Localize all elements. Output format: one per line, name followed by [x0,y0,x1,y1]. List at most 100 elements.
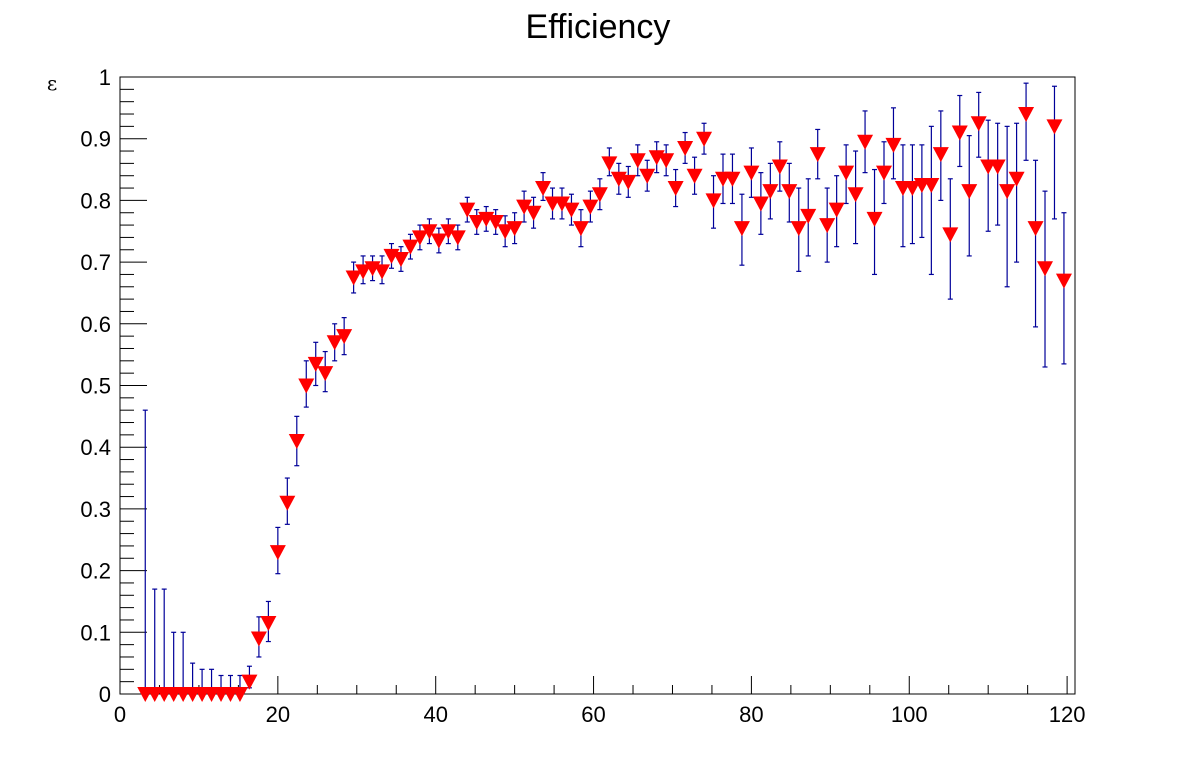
data-point-marker [790,221,807,237]
data-point-marker [1018,107,1035,123]
data-point-marker [705,193,722,209]
data-point-marker [582,199,599,215]
data-point-marker [421,224,438,240]
y-tick-label: 0.7 [80,250,111,275]
data-point-marker [639,168,656,184]
y-tick-label: 0.2 [80,559,111,584]
data-point-marker [506,221,523,237]
y-tick-label: 0.3 [80,497,111,522]
data-point-marker [800,208,817,224]
data-point-marker [771,159,788,175]
data-point-marker [336,329,353,345]
data-point-marker [781,184,798,200]
data-point-marker [440,224,457,240]
x-tick-label: 20 [266,702,290,727]
data-point-marker [298,378,315,394]
data-point-marker [658,153,675,169]
data-point-marker [260,616,277,632]
tick-labels: 0 20 40 60 80 100 120 0 0.1 0.2 0.3 0.4 0.5 0.6 0.7 0.8… [80,65,1085,727]
data-point-marker [449,230,466,246]
data-point-marker [923,177,940,193]
axis-ticks [119,76,1068,695]
y-tick-label: 0.9 [80,127,111,152]
data-point-marker [374,264,391,280]
data-point-marker [838,165,855,181]
data-point-marker [724,171,741,187]
x-tick-label: 80 [739,702,763,727]
data-point-marker [686,168,703,184]
data-point-marker [1055,273,1072,289]
data-point-marker [231,687,248,702]
x-tick-label: 100 [891,702,928,727]
data-point-marker [535,181,552,197]
data-point-marker [752,196,769,212]
data-point-marker [743,165,760,181]
data-point-marker [563,202,580,218]
data-point-marker [402,239,419,255]
data-point-marker [392,252,409,268]
data-point-marker [1008,171,1025,187]
data-markers [137,107,1072,702]
data-point-marker [942,227,959,243]
data-point-marker [1046,119,1063,135]
data-point-marker [932,147,949,163]
data-point-marker [269,545,286,561]
data-point-marker [430,233,447,249]
data-point-marker [288,434,305,450]
x-tick-label: 40 [423,702,447,727]
data-point-marker [970,116,987,132]
data-point-marker [961,184,978,200]
data-point-marker [819,218,836,234]
data-point-marker [572,221,589,237]
data-point-marker [667,181,684,197]
data-point-marker [591,187,608,203]
y-axis-label: ε [47,71,57,95]
data-point-marker [525,205,542,221]
data-point-marker [345,270,362,286]
data-point-marker [951,125,968,141]
data-point-marker [1027,221,1044,237]
data-point-marker [250,631,267,647]
data-point-marker [847,187,864,203]
data-point-marker [411,230,428,246]
y-tick-label: 0.6 [80,312,111,337]
data-point-marker [904,181,921,197]
data-point-marker [809,147,826,163]
data-point-marker [696,131,713,147]
chart-title: Efficiency [526,8,671,46]
data-point-marker [857,134,874,150]
x-tick-label: 60 [581,702,605,727]
data-point-marker [468,214,485,230]
data-point-marker [241,674,258,690]
y-tick-label: 0 [99,682,111,707]
data-point-marker [629,153,646,169]
data-point-marker [989,159,1006,175]
data-point-marker [553,196,570,212]
y-tick-label: 0.4 [80,435,111,460]
y-tick-label: 0.5 [80,374,111,399]
data-point-marker [601,156,618,172]
data-point-marker [279,495,296,511]
data-point-marker [733,221,750,237]
data-point-marker [828,202,845,218]
data-point-marker [307,356,324,372]
data-point-marker [516,199,533,215]
data-point-marker [1037,261,1054,277]
data-point-marker [885,137,902,153]
data-point-marker [487,214,504,230]
data-point-marker [620,174,637,190]
x-tick-label: 120 [1049,702,1086,727]
y-tick-label: 0.1 [80,620,111,645]
data-point-marker [459,202,476,218]
data-point-marker [317,366,334,382]
data-point-marker [326,335,343,351]
data-point-marker [866,211,883,227]
data-point-marker [999,184,1016,200]
data-point-marker [876,165,892,181]
data-point-marker [355,264,372,280]
y-tick-label: 1 [99,65,111,90]
data-point-marker [677,140,694,156]
data-point-marker [497,224,514,240]
